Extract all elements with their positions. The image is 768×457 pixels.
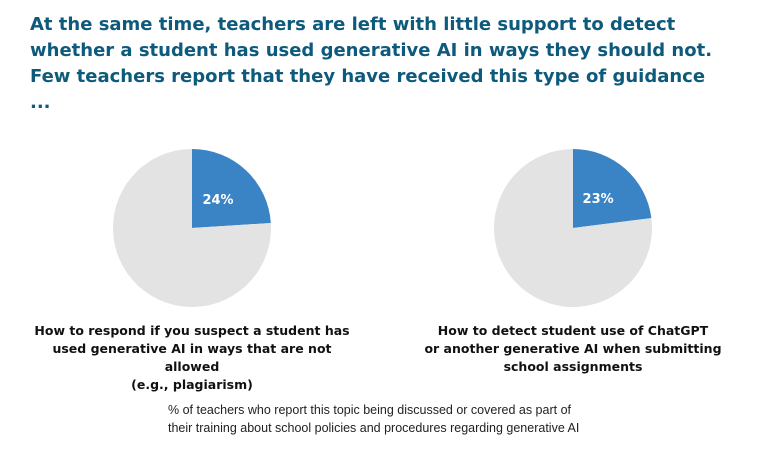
pie-slice-remainder	[494, 149, 653, 307]
pie-slice-label: 23%	[583, 192, 614, 207]
caption-line: used generative AI in ways that are not …	[52, 341, 332, 374]
pie-chart-detect: 23%	[493, 148, 653, 308]
chart-footnote: % of teachers who report this topic bein…	[168, 401, 608, 437]
footnote-line: their training about school policies and…	[168, 421, 580, 435]
pie-svg-respond: 24%	[112, 148, 271, 307]
pie-chart-respond: 24%	[112, 148, 272, 308]
caption-line: How to detect student use of ChatGPT	[437, 323, 709, 338]
caption-line: (e.g., plagiarism)	[131, 377, 253, 392]
footnote-line: % of teachers who report this topic bein…	[168, 403, 571, 417]
pie-caption-detect: How to detect student use of ChatGPT or …	[413, 322, 733, 376]
pie-slice-highlight	[573, 149, 652, 228]
caption-line: How to respond if you suspect a student …	[34, 323, 350, 338]
pie-slice-remainder	[112, 148, 271, 307]
chart-headline: At the same time, teachers are left with…	[30, 14, 713, 113]
pie-caption-respond: How to respond if you suspect a student …	[32, 322, 352, 394]
caption-line: or another generative AI when submitting	[424, 341, 722, 356]
caption-line: school assignments	[503, 359, 643, 374]
pie-slice-label: 24%	[202, 193, 233, 208]
pie-slice-highlight	[192, 149, 271, 228]
pie-svg-detect: 23%	[494, 149, 653, 307]
